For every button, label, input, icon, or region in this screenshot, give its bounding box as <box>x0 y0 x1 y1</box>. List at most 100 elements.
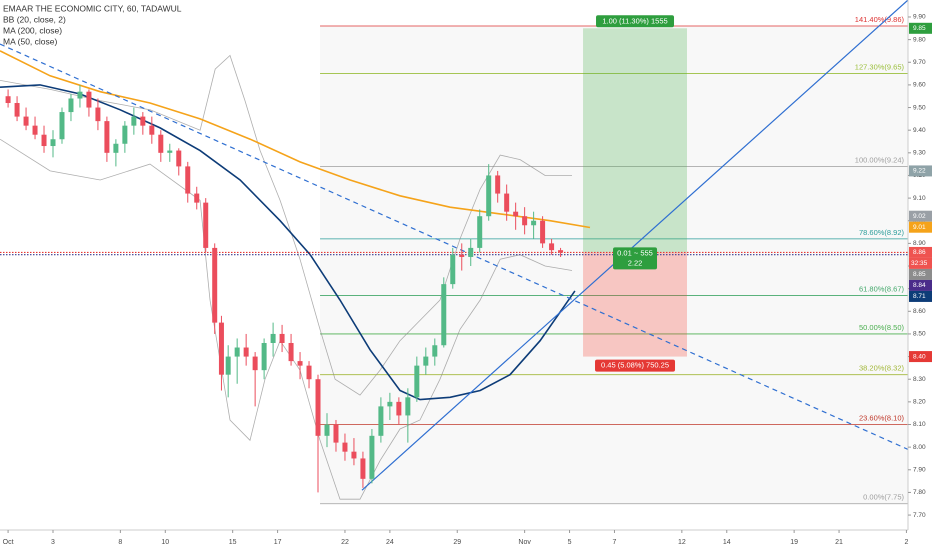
candle-body <box>225 356 231 375</box>
candle-body <box>243 347 249 357</box>
candle-body <box>194 193 200 203</box>
candle-body <box>218 322 224 375</box>
countdown: 32:35 <box>911 260 928 267</box>
y-tick-label: 8.10 <box>913 421 926 428</box>
candle-body <box>486 175 492 217</box>
fib-label: 0.00%(7.75) <box>863 493 904 502</box>
candle-body <box>95 107 101 122</box>
fib-label: 141.40%(9.86) <box>855 15 905 24</box>
candle-body <box>405 397 411 416</box>
candle-body <box>59 112 65 140</box>
price-label-box <box>909 268 932 280</box>
candle-body <box>423 356 429 366</box>
trendline <box>0 43 909 450</box>
y-tick-label: 7.80 <box>913 489 926 496</box>
candle-body <box>540 220 546 244</box>
candle-body <box>531 220 537 226</box>
fib-label: 50.00%(8.50) <box>859 323 905 332</box>
x-tick-label: 8 <box>118 539 122 546</box>
entry-label: 0.01 ~ 555 <box>617 248 653 257</box>
candle-body <box>315 379 321 436</box>
x-tick-label: 19 <box>790 539 798 546</box>
x-tick-label: Oct <box>3 539 14 546</box>
candle-body <box>306 365 312 380</box>
candle-body <box>149 125 155 135</box>
candle-body <box>68 98 74 113</box>
price-label: 9.85 <box>913 25 926 32</box>
loss-zone <box>583 252 688 357</box>
x-tick-label: 17 <box>274 539 282 546</box>
candle-body <box>324 424 330 436</box>
candle-body <box>212 247 218 323</box>
y-tick-label: 9.60 <box>913 82 926 89</box>
candle-body <box>333 424 339 443</box>
price-label-box <box>909 165 932 177</box>
candle-body <box>104 121 110 153</box>
price-label: 9.02 <box>913 213 926 220</box>
time-axis <box>0 530 932 550</box>
legend-entry: MA (200, close) <box>3 25 62 35</box>
legend: EMAAR THE ECONOMIC CITY, 60, TADAWUL BB … <box>3 3 182 46</box>
candle-body <box>396 401 402 416</box>
candle-body <box>477 216 483 248</box>
price-label-box <box>909 221 932 233</box>
fib-label: 78.60%(8.92) <box>859 228 905 237</box>
candle-body <box>387 401 393 407</box>
candle-body <box>351 451 357 459</box>
price-label-box <box>909 246 932 258</box>
x-tick-label: 7 <box>613 539 617 546</box>
candle-body <box>558 250 564 253</box>
profit-zone <box>583 28 688 253</box>
x-tick-label: 21 <box>835 539 843 546</box>
fib-label: 23.60%(8.10) <box>859 413 905 422</box>
candle-body <box>261 342 267 371</box>
y-tick-label: 9.80 <box>913 36 926 43</box>
candle-body <box>185 166 191 194</box>
y-tick-label: 7.70 <box>913 512 926 519</box>
bollinger-band <box>0 54 572 396</box>
candle-body <box>414 365 420 398</box>
bollinger-band <box>0 138 573 500</box>
candle-body <box>50 139 56 147</box>
price-label-box <box>909 279 932 291</box>
axes: 7.70 7.80 7.90 8.00 8.10 8.20 8.30 8.40 8.50 8.60… <box>3 14 932 546</box>
price-label: 9.01 <box>913 224 926 231</box>
chart-title: EMAAR THE ECONOMIC CITY, 60, TADAWUL <box>3 3 182 13</box>
trendline <box>361 0 909 491</box>
price-label: 8.71 <box>913 293 926 300</box>
candle-body <box>203 202 209 248</box>
price-label: 8.84 <box>913 282 926 289</box>
y-tick-label: 8.90 <box>913 240 926 247</box>
x-tick-label: 2 <box>904 539 908 546</box>
candle-body <box>378 406 384 436</box>
legend-entry: MA (50, close) <box>3 36 57 46</box>
moving-average <box>0 84 576 401</box>
candle-body <box>32 125 38 135</box>
x-tick-label: 14 <box>723 539 731 546</box>
candle-body <box>342 442 348 452</box>
y-tick-label: 8.50 <box>913 331 926 338</box>
price-label: 8.40 <box>913 353 926 360</box>
candle-body <box>234 347 240 357</box>
candle-body <box>140 116 146 126</box>
legend-entry: BB (20, close, 2) <box>3 14 66 24</box>
price-label: 9.22 <box>913 168 926 175</box>
candle-body <box>14 103 20 117</box>
plot: 0.00%(7.75) 23.60%(8.10) 38.20%(8.32) 50.00… <box>0 0 909 505</box>
price-label-box <box>909 351 932 363</box>
candle-body <box>468 247 474 257</box>
candle-body <box>270 333 276 343</box>
candle-body <box>176 150 182 167</box>
y-tick-label: 8.30 <box>913 376 926 383</box>
candle-body <box>549 243 555 251</box>
candle-body <box>167 150 173 153</box>
candle-body <box>441 284 447 346</box>
candle-body <box>23 116 29 126</box>
candle-body <box>288 342 294 362</box>
candle-body <box>41 134 47 147</box>
x-tick-label: 12 <box>678 539 686 546</box>
candle-body <box>450 254 456 285</box>
price-label: 8.85 <box>913 271 926 278</box>
